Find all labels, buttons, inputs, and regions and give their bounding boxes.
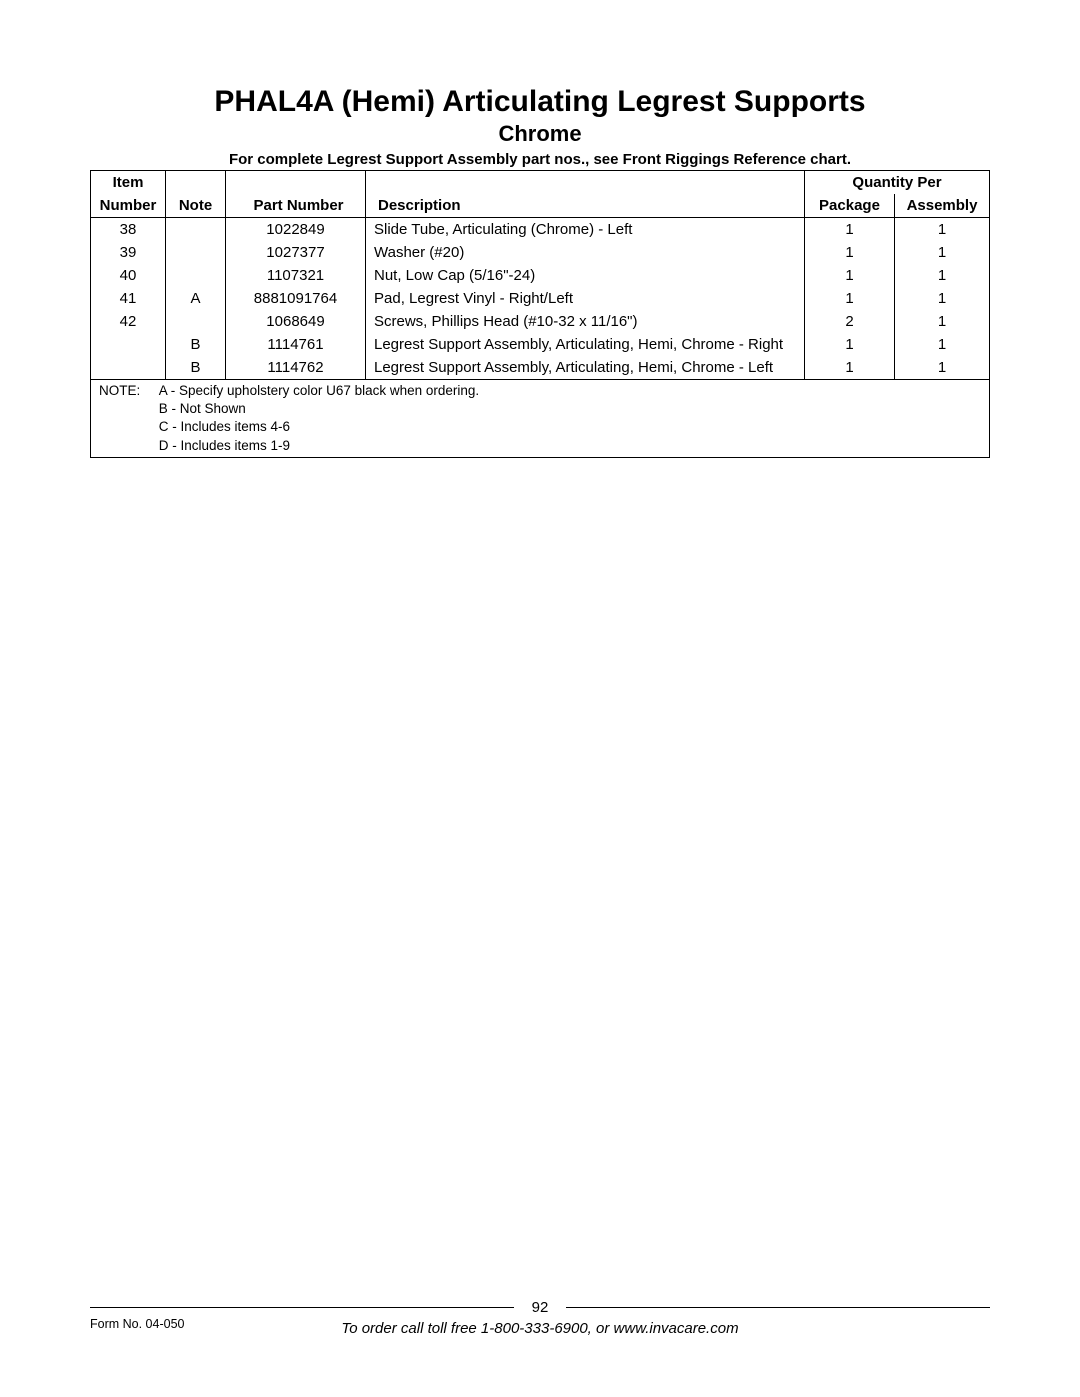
th-part-blank: [226, 171, 366, 195]
cell-desc: Pad, Legrest Vinyl - Right/Left: [366, 287, 805, 310]
page-title: PHAL4A (Hemi) Articulating Legrest Suppo…: [90, 85, 990, 119]
note-b: B - Not Shown: [159, 401, 246, 416]
cell-pkg: 1: [805, 264, 895, 287]
cell-note: B: [166, 333, 226, 356]
cell-note: [166, 241, 226, 264]
cell-part: 1114762: [226, 356, 366, 380]
cell-asm: 1: [895, 264, 990, 287]
table-note-row: NOTE: A - Specify upholstery color U67 b…: [91, 380, 990, 458]
cell-part: 1114761: [226, 333, 366, 356]
note-a: A - Specify upholstery color U67 black w…: [159, 383, 479, 398]
cell-desc: Washer (#20): [366, 241, 805, 264]
cell-pkg: 2: [805, 310, 895, 333]
cell-asm: 1: [895, 310, 990, 333]
cell-note: A: [166, 287, 226, 310]
parts-table: Item Quantity Per Number Note Part Numbe…: [90, 170, 990, 458]
page-subtitle: Chrome: [90, 121, 990, 147]
table-row: B 1114762 Legrest Support Assembly, Arti…: [91, 356, 990, 380]
cell-asm: 1: [895, 218, 990, 242]
table-row: 38 1022849 Slide Tube, Articulating (Chr…: [91, 218, 990, 242]
header-note: For complete Legrest Support Assembly pa…: [90, 151, 990, 168]
cell-pkg: 1: [805, 241, 895, 264]
cell-note: B: [166, 356, 226, 380]
th-note: Note: [166, 194, 226, 218]
cell-item: [91, 356, 166, 380]
table-row: B 1114761 Legrest Support Assembly, Arti…: [91, 333, 990, 356]
cell-pkg: 1: [805, 218, 895, 242]
cell-pkg: 1: [805, 333, 895, 356]
cell-desc: Legrest Support Assembly, Articulating, …: [366, 356, 805, 380]
note-d: D - Includes items 1-9: [159, 438, 290, 453]
cell-desc: Slide Tube, Articulating (Chrome) - Left: [366, 218, 805, 242]
table-row: 39 1027377 Washer (#20) 1 1: [91, 241, 990, 264]
th-qty-per: Quantity Per: [805, 171, 990, 195]
cell-asm: 1: [895, 287, 990, 310]
cell-asm: 1: [895, 356, 990, 380]
cell-desc: Screws, Phillips Head (#10-32 x 11/16"): [366, 310, 805, 333]
table-row: 42 1068649 Screws, Phillips Head (#10-32…: [91, 310, 990, 333]
cell-note: [166, 218, 226, 242]
cell-desc: Legrest Support Assembly, Articulating, …: [366, 333, 805, 356]
table-row: 40 1107321 Nut, Low Cap (5/16"-24) 1 1: [91, 264, 990, 287]
cell-item: 39: [91, 241, 166, 264]
cell-pkg: 1: [805, 356, 895, 380]
cell-part: 1027377: [226, 241, 366, 264]
order-info: To order call toll free 1-800-333-6900, …: [90, 1320, 990, 1337]
note-lines: A - Specify upholstery color U67 black w…: [159, 382, 479, 455]
th-part-number: Part Number: [226, 194, 366, 218]
cell-note: [166, 310, 226, 333]
cell-part: 8881091764: [226, 287, 366, 310]
cell-asm: 1: [895, 241, 990, 264]
cell-desc: Nut, Low Cap (5/16"-24): [366, 264, 805, 287]
cell-pkg: 1: [805, 287, 895, 310]
note-label: NOTE:: [99, 382, 155, 400]
th-note-blank: [166, 171, 226, 195]
divider-line-left: [90, 1307, 514, 1308]
th-assembly: Assembly: [895, 194, 990, 218]
table-body: 38 1022849 Slide Tube, Articulating (Chr…: [91, 218, 990, 458]
th-item-line1: Item: [91, 171, 166, 195]
page-footer: 92 Form No. 04-050 To order call toll fr…: [90, 1299, 990, 1337]
cell-note: [166, 264, 226, 287]
th-item-number: Number: [91, 194, 166, 218]
cell-item: 41: [91, 287, 166, 310]
cell-item: 38: [91, 218, 166, 242]
footer-divider: 92: [90, 1299, 990, 1316]
cell-asm: 1: [895, 333, 990, 356]
form-number: Form No. 04-050: [90, 1317, 184, 1331]
cell-item: [91, 333, 166, 356]
note-c: C - Includes items 4-6: [159, 419, 290, 434]
th-package: Package: [805, 194, 895, 218]
table-row: 41 A 8881091764 Pad, Legrest Vinyl - Rig…: [91, 287, 990, 310]
cell-part: 1068649: [226, 310, 366, 333]
cell-item: 42: [91, 310, 166, 333]
th-desc-blank: [366, 171, 805, 195]
divider-line-right: [566, 1307, 990, 1308]
page-number: 92: [526, 1299, 555, 1316]
cell-item: 40: [91, 264, 166, 287]
cell-part: 1107321: [226, 264, 366, 287]
th-description: Description: [366, 194, 805, 218]
cell-part: 1022849: [226, 218, 366, 242]
